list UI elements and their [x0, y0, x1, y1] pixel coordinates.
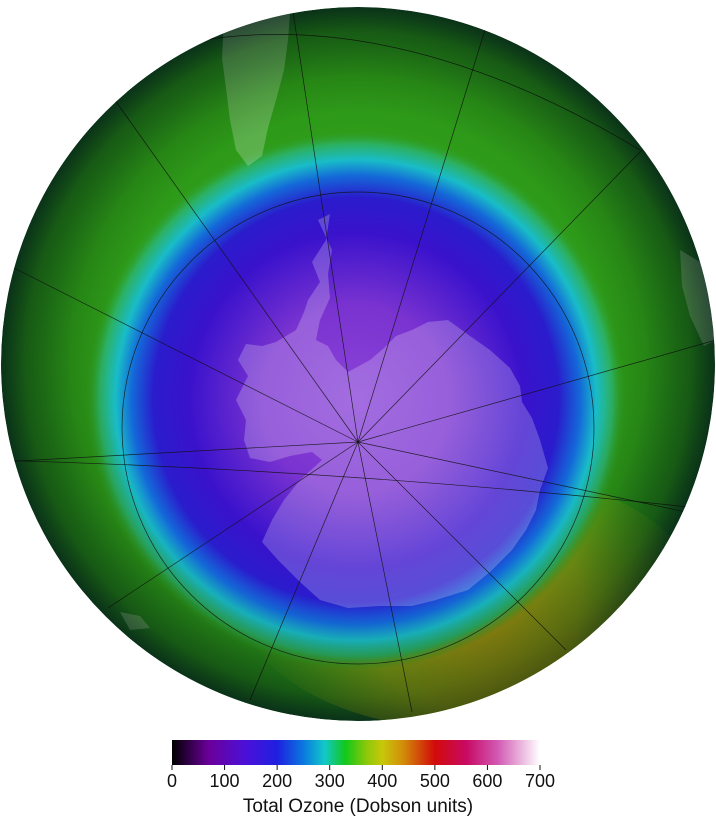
colorbar-tick-label: 300 — [314, 771, 345, 791]
colorbar-tick-label: 100 — [209, 771, 240, 791]
colorbar-tick-label: 600 — [472, 771, 503, 791]
colorbar-tick-label: 700 — [524, 771, 556, 791]
globe — [1, 7, 715, 721]
colorbar — [171, 740, 541, 770]
colorbar-title: Total Ozone (Dobson units) — [242, 796, 474, 817]
colorbar-tick-label: 500 — [419, 771, 450, 791]
colorbar-ramp — [172, 740, 540, 765]
colorbar-tick-label: 0 — [166, 771, 178, 791]
colorbar-tick-label: 200 — [262, 771, 293, 791]
limb-shading — [1, 7, 715, 721]
colorbar-tick-label: 400 — [367, 771, 398, 791]
